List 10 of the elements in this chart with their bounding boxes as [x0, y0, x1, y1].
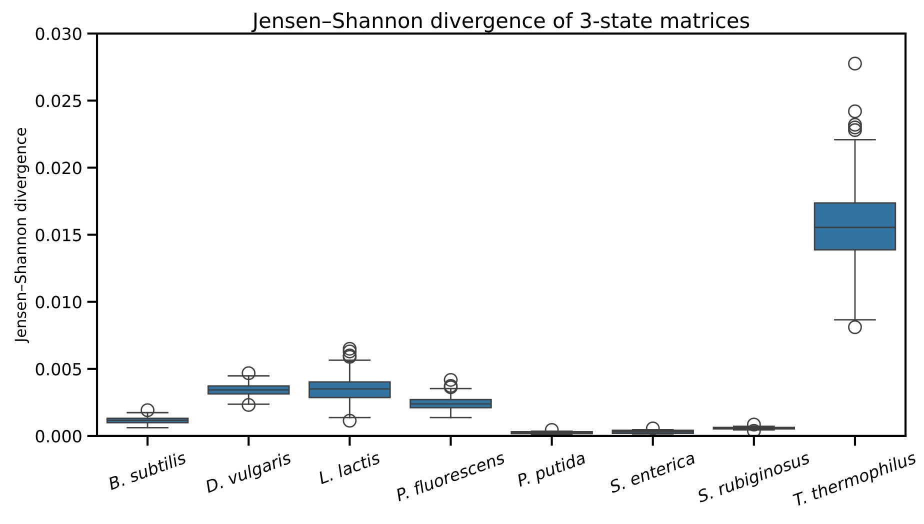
y-tick-label: 0.005	[36, 362, 81, 376]
y-tick-label: 0.020	[36, 162, 82, 174]
chart-title: Jensen–Shannon divergence of 3-state matrices	[251, 12, 750, 32]
y-tick-label: 0.010	[36, 296, 82, 308]
y-tick-label: 0.000	[36, 430, 82, 443]
x-tick-label: L. lactis	[317, 450, 381, 484]
y-tick-label: 0.025	[36, 94, 81, 108]
y-tick-label: 0.030	[36, 28, 82, 40]
y-tick-label: 0.015	[36, 228, 81, 242]
y-axis-title: Jensen–Shannon divergence	[14, 128, 30, 344]
